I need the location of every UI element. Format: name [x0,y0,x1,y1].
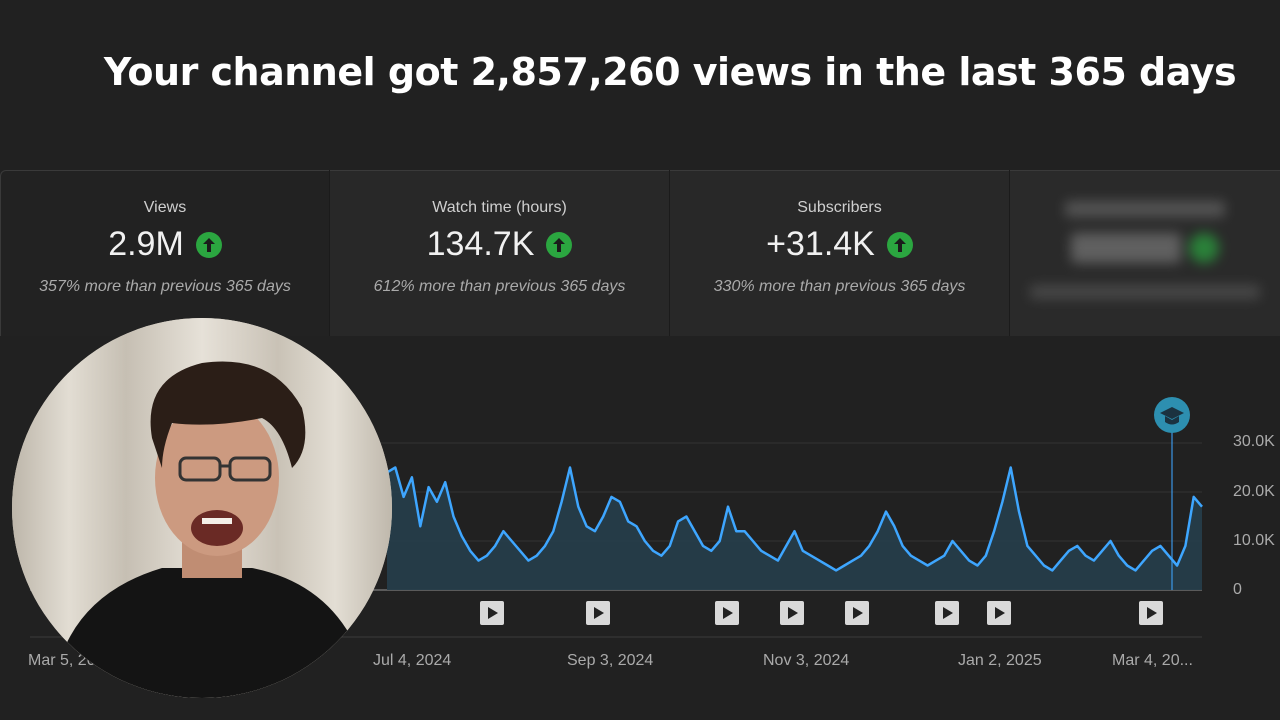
metric-cards: Views 2.9M 357% more than previous 365 d… [0,170,1280,336]
views-comparison: 357% more than previous 365 days [39,278,291,295]
watch-time-comparison: 612% more than previous 365 days [373,278,626,295]
subscribers-label: Subscribers [797,199,882,216]
x-tick-label: Jul 4, 2024 [373,652,452,669]
x-tick-label: Jan 2, 2025 [958,652,1042,669]
y-tick-label: 20.0K [1233,483,1275,500]
x-tick-label: Nov 3, 2024 [763,652,850,669]
webcam-overlay [12,318,392,698]
play-icon[interactable] [780,601,804,625]
play-icon[interactable] [715,601,739,625]
subscribers-comparison: 330% more than previous 365 days [713,278,966,295]
subscribers-value: +31.4K [766,225,875,263]
views-chart[interactable] [0,360,1280,720]
arrow-up-icon [886,231,913,258]
x-tick-label: Mar 4, 20... [1112,652,1193,669]
arrow-up-icon [546,231,573,258]
blurred-content [1010,201,1280,299]
views-card[interactable]: Views 2.9M 357% more than previous 365 d… [0,170,329,336]
series-area [387,467,1202,590]
play-icon[interactable] [987,601,1011,625]
graduation-cap-icon [1165,416,1179,425]
headline: Your channel got 2,857,260 views in the … [103,50,1237,94]
y-tick-label: 10.0K [1233,532,1275,549]
x-tick-label: Mar 5, 20 [28,652,96,669]
play-icon[interactable] [935,601,959,625]
arrow-up-icon [195,231,222,258]
webcam-person-image [12,318,392,698]
graduation-cap-icon [1160,407,1184,419]
subscribers-card[interactable]: Subscribers +31.4K 330% more than previo… [670,170,1009,336]
views-value: 2.9M [108,225,184,263]
watch-time-label: Watch time (hours) [432,199,567,216]
x-tick-label: Sep 3, 2024 [567,652,654,669]
watch-time-value: 134.7K [426,225,535,263]
play-icon[interactable] [845,601,869,625]
play-icon[interactable] [1139,601,1163,625]
play-icon[interactable] [586,601,610,625]
views-label: Views [143,199,187,216]
y-tick-label: 30.0K [1233,433,1275,450]
blurred-card[interactable] [1010,170,1280,336]
play-icon[interactable] [480,601,504,625]
watch-time-card[interactable]: Watch time (hours) 134.7K 612% more than… [330,170,669,336]
y-tick-label: 0 [1233,581,1242,598]
